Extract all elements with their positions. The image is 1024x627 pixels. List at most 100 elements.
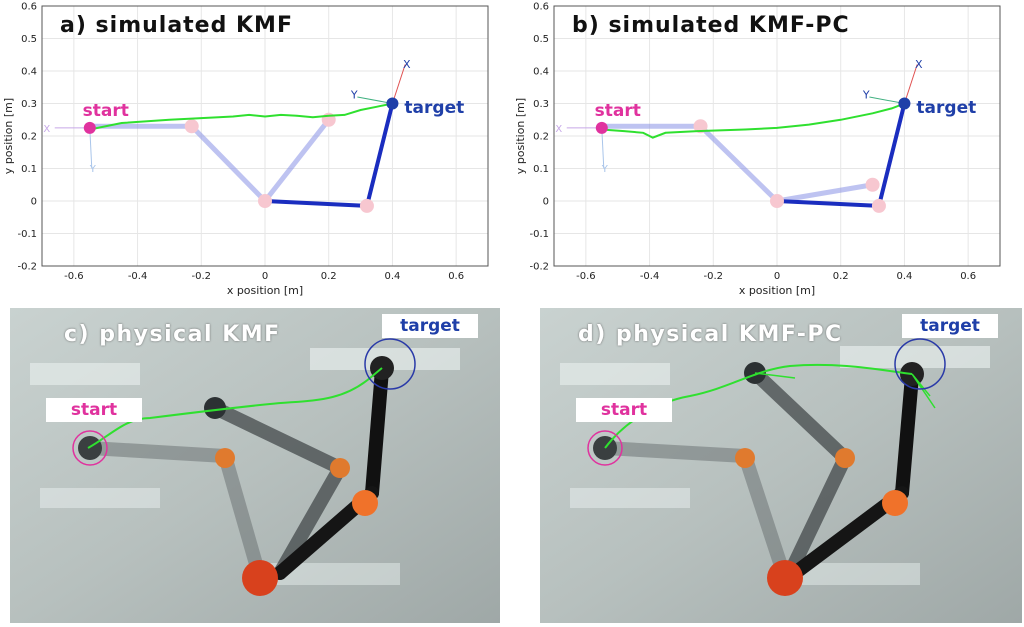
- y-tick-label: 0: [31, 197, 37, 208]
- y-tick-label: -0.1: [529, 229, 549, 240]
- start-frame-x-label: X: [555, 124, 562, 135]
- trajectory-point: [327, 115, 330, 117]
- trajectory-point: [871, 112, 874, 115]
- photo-title: d) physical KMF-PC: [578, 322, 843, 347]
- y-tick-label: 0.1: [533, 164, 549, 175]
- photo-scene-kmf: [10, 308, 500, 623]
- trajectory-point: [359, 109, 362, 111]
- start-marker: [595, 121, 608, 134]
- trajectory-point: [890, 107, 893, 110]
- arm-joint: [184, 119, 199, 134]
- chart-title: a) simulated KMF: [60, 13, 293, 38]
- arm-joint: [693, 119, 708, 134]
- arm-joint: [871, 198, 886, 213]
- target-frame-x-axis: [903, 64, 918, 104]
- arm-joint: [865, 177, 880, 192]
- target-frame-y-label: Y: [350, 89, 358, 102]
- x-tick-label: -0.2: [704, 271, 724, 282]
- y-tick-label: 0: [543, 197, 549, 208]
- arm-ghost-link: [774, 182, 876, 204]
- y-tick-label: 0.4: [21, 67, 37, 78]
- x-tick-label: 0.2: [833, 271, 849, 282]
- photo-physical-kmf-pc: d) physical KMF-PC start target: [540, 308, 1022, 623]
- arm-final-link: [775, 199, 881, 208]
- trajectory-point: [200, 117, 203, 119]
- start-frame-y-label: Y: [601, 164, 609, 175]
- x-tick-label: 0: [262, 271, 268, 282]
- trajectory-series-line: [601, 102, 905, 139]
- y-tick-label: 0.5: [533, 34, 549, 45]
- x-axis-label: x position [m]: [739, 284, 815, 297]
- start-frame-x-label: X: [43, 124, 50, 135]
- trajectory-point: [664, 131, 667, 134]
- photo-physical-kmf: c) physical KMF start target: [10, 308, 500, 623]
- arm-joint: [359, 198, 374, 213]
- x-tick-label: -0.2: [192, 271, 212, 282]
- x-tick-label: -0.6: [64, 271, 84, 282]
- target-marker: [386, 97, 399, 110]
- chart-title: b) simulated KMF-PC: [572, 13, 850, 38]
- trajectory-point: [168, 118, 171, 121]
- trajectory-point: [296, 115, 298, 117]
- y-tick-label: 0.5: [21, 34, 37, 45]
- arm-ghost-link: [698, 123, 780, 204]
- trajectory-point: [696, 130, 699, 132]
- plot-frame: [41, 5, 489, 267]
- arm-ghost-link: [262, 117, 332, 204]
- plot-frame: [553, 5, 1001, 267]
- trajectory-point: [623, 130, 625, 132]
- x-tick-label: -0.4: [640, 271, 660, 282]
- y-axis-label: y position [m]: [514, 98, 527, 174]
- arm-final-link: [263, 199, 369, 208]
- start-annotation: start: [595, 101, 641, 121]
- y-axis-label: y position [m]: [2, 98, 15, 174]
- trajectory-point: [248, 114, 250, 116]
- trajectory-point: [776, 127, 778, 129]
- photo-scene-kmf-pc: [540, 308, 1022, 623]
- y-tick-label: -0.2: [17, 262, 37, 273]
- y-tick-label: 0.6: [21, 2, 37, 13]
- start-frame-y-label: Y: [89, 164, 97, 175]
- target-frame-x-label: X: [403, 58, 411, 71]
- trajectory-point: [120, 122, 123, 124]
- trajectory-point: [839, 118, 842, 121]
- chart-simulated-kmf-pc: -0.6 -0.4 -0.2 0 0.2 0.4 0.6 -0.2 -0.1 0 0.1 0.2 0.3…: [514, 2, 1001, 297]
- target-annotation: target: [404, 98, 464, 118]
- arm-final-link: [364, 101, 395, 208]
- trajectory-point: [343, 114, 346, 116]
- trajectory-point: [264, 115, 266, 118]
- start-label: start: [46, 398, 142, 422]
- trajectory-point: [280, 114, 282, 116]
- x-tick-label: -0.6: [576, 271, 596, 282]
- target-frame-x-label: X: [915, 58, 923, 71]
- arm-ghost-link: [189, 123, 268, 204]
- y-tick-label: 0.1: [21, 164, 37, 175]
- start-annotation: start: [83, 101, 129, 121]
- start-label: start: [576, 398, 672, 422]
- trajectory-point: [311, 116, 314, 118]
- trajectory-point: [642, 131, 644, 134]
- trajectory-point: [651, 136, 654, 139]
- x-axis-label: x position [m]: [227, 284, 303, 297]
- x-tick-label: 0.6: [960, 271, 976, 282]
- start-frame-y-axis: [89, 127, 93, 169]
- y-tick-label: 0.3: [533, 99, 549, 110]
- target-frame-y-label: Y: [862, 89, 870, 102]
- target-frame-x-axis: [391, 64, 406, 104]
- trajectory-point: [808, 123, 810, 126]
- y-tick-label: -0.2: [529, 262, 549, 273]
- y-tick-label: 0.2: [21, 132, 37, 143]
- target-marker: [898, 97, 911, 110]
- trajectory-point: [232, 115, 234, 118]
- photo-title: c) physical KMF: [64, 322, 281, 347]
- y-tick-label: -0.1: [17, 229, 37, 240]
- start-frame-y-axis: [601, 127, 605, 169]
- x-tick-label: 0.4: [384, 271, 400, 282]
- arm-final-link: [876, 101, 907, 208]
- target-annotation: target: [916, 98, 976, 118]
- y-tick-label: 0.3: [21, 99, 37, 110]
- arm-joint: [770, 194, 784, 208]
- y-tick-label: 0.2: [533, 132, 549, 143]
- target-label: target: [902, 314, 998, 338]
- target-label: target: [382, 314, 478, 338]
